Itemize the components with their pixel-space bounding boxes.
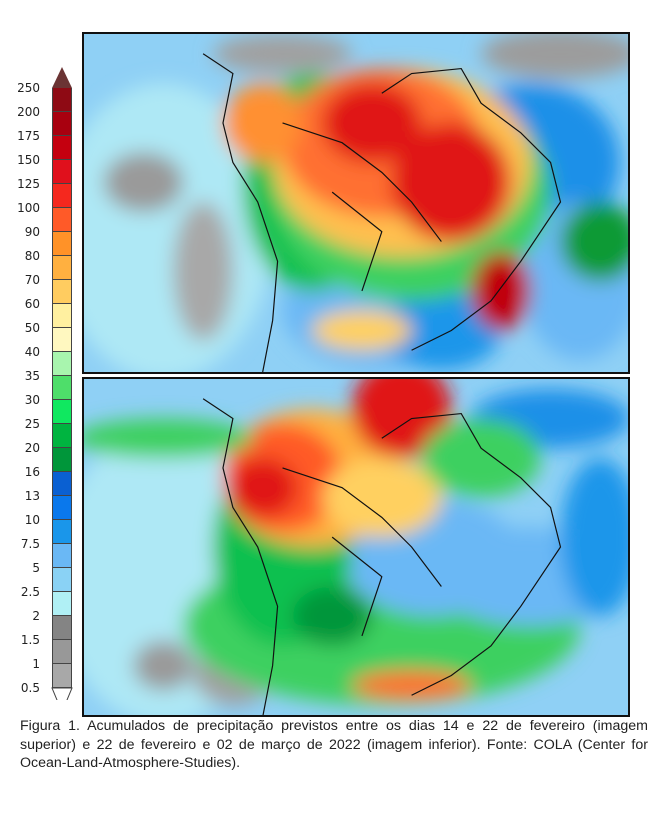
precipitation-area [322,458,442,538]
precipitation-area [213,34,353,74]
colorbar-tick-label: 2.5 [20,585,40,599]
colorbar-segment [52,496,72,520]
colorbar-tick-label: 200 [17,105,40,119]
precipitation-area [173,202,233,341]
colorbar-tick-label: 125 [17,177,40,191]
colorbar-segment [52,592,72,616]
colorbar-segment [52,184,72,208]
coastline [202,53,562,372]
precipitation-area [481,34,628,79]
colorbar-segment [52,304,72,328]
precipitation-area [560,202,628,282]
map-bottom-precipitation [82,377,630,717]
colorbar-segment [52,448,72,472]
colorbar-underflow-arrow [51,687,73,700]
colorbar-segment [52,568,72,592]
colorbar-segment [52,472,72,496]
colorbar-tick-label: 35 [24,369,40,383]
colorbar-overflow-arrow [52,67,72,88]
figure-caption: Figura 1. Acumulados de precipitação pre… [20,718,648,771]
colorbar-segment [52,88,72,112]
colorbar-tick-label: 150 [17,153,40,167]
colorbar-segment [52,376,72,400]
precipitation-area [103,152,184,212]
precipitation-area [560,458,628,617]
precipitation-area [222,83,303,163]
colorbar-segment [52,136,72,160]
precipitation-area [391,122,511,242]
colorbar-tick-label: 250 [17,81,40,95]
precipitation-area [84,418,253,459]
precipitation-area [292,586,372,646]
colorbar-segment [52,616,72,640]
colorbar-segment [52,400,72,424]
map-top-precipitation [82,32,630,374]
colorbar-segment [52,256,72,280]
colorbar-tick-label: 60 [24,297,40,311]
colorbar-segment [52,328,72,352]
colorbar-tick-label: 70 [24,273,40,287]
colorbar-segment [52,208,72,232]
colorbar-tick-label: 30 [24,393,40,407]
coastline [202,398,562,715]
colorbar-tick-label: 2 [32,609,40,623]
colorbar-tick-label: 1 [32,657,40,671]
colorbar-tick-label: 5 [32,561,40,575]
colorbar-tick-label: 20 [24,441,40,455]
colorbar-tick-label: 90 [24,225,40,239]
precipitation-area [322,83,422,163]
colorbar-tick-label: 50 [24,321,40,335]
precipitation-area [227,458,298,518]
precipitation-area [421,418,541,498]
colorbar-tick-label: 40 [24,345,40,359]
colorbar-segment [52,232,72,256]
precipitation-colorbar: 250 200 175 150 125 100 90 80 70 60 50 40 35 30 25 20 16… [0,60,80,700]
colorbar-tick-label: 1.5 [20,633,40,647]
colorbar-segment [52,280,72,304]
precipitation-area [312,310,412,351]
colorbar-tick-label: 80 [24,249,40,263]
precipitation-area [471,251,531,331]
colorbar-tick-label: 7.5 [20,537,40,551]
colorbar-segment [52,160,72,184]
precipitation-area [352,379,452,459]
colorbar-segment [52,424,72,448]
colorbar-tick-label: 0.5 [20,681,40,695]
colorbar-tick-label: 175 [17,129,40,143]
precipitation-area [133,640,194,691]
colorbar-tick-label: 100 [17,201,40,215]
colorbar-segment [52,112,72,136]
colorbar-tick-label: 16 [24,465,40,479]
precipitation-area [352,670,472,701]
colorbar-tick-label: 13 [24,489,40,503]
colorbar-segment [52,352,72,376]
colorbar-segment [52,544,72,568]
colorbar-tick-label: 10 [24,513,40,527]
colorbar-tick-label: 25 [24,417,40,431]
colorbar-segment [52,520,72,544]
colorbar-segment [52,640,72,664]
